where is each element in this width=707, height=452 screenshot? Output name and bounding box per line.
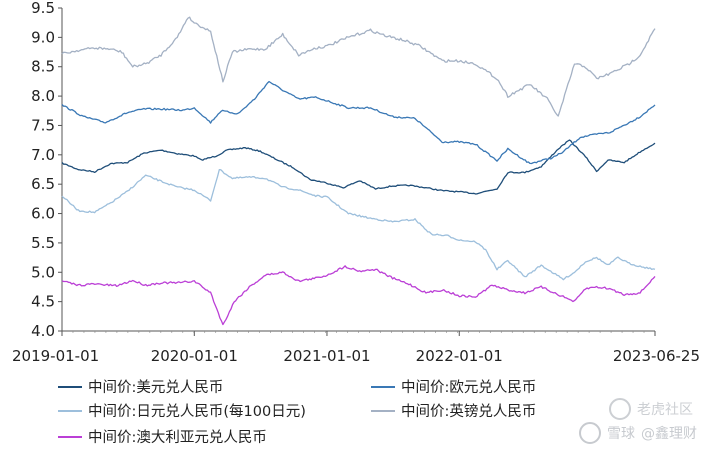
legend-swatch-jpy (58, 409, 82, 412)
watermark-xueqiu-text: 雪球 (607, 426, 635, 442)
y-tick-label: 6.5 (31, 175, 55, 193)
y-tick-label: 4.0 (31, 322, 55, 340)
y-tick-label: 5.5 (31, 234, 55, 252)
y-tick-label: 9.5 (31, 0, 55, 17)
line-chart: 4.0 4.5 5.0 5.5 6.0 6.5 7.0 7.5 8.0 8.5 9.0 9.5 201… (12, 0, 700, 365)
legend-item-aud: 中间价:澳大利亚元兑人民币 (58, 426, 267, 447)
y-tick-label: 6.0 (31, 205, 55, 223)
series-group (61, 16, 656, 326)
x-tick-label: 2019-01-01 (12, 347, 99, 365)
series-line-3 (61, 16, 656, 117)
legend-swatch-usd (58, 385, 82, 388)
watermark-laohu-text: 老虎社区 (637, 402, 693, 418)
x-tick-label: 2021-01-01 (283, 347, 370, 365)
y-tick-label: 8.0 (31, 87, 55, 105)
legend-label-eur: 中间价:欧元兑人民币 (401, 380, 537, 396)
x-tick-label: 2023-06-25 (613, 347, 700, 365)
x-axis: 2019-01-01 2020-01-01 2021-01-01 2022-01-01… (12, 330, 700, 365)
series-line-2 (61, 168, 656, 281)
series-line-0 (61, 139, 656, 195)
watermark-laohu: 老虎社区 (609, 398, 693, 420)
legend-item-jpy: 中间价:日元兑人民币(每100日元) (58, 400, 306, 421)
y-tick-label: 7.5 (31, 116, 55, 134)
watermark-account-text: @鑫理财 (641, 426, 697, 442)
watermark-xueqiu: 雪球 @鑫理财 (579, 422, 697, 444)
legend-swatch-gbp (371, 409, 395, 412)
legend-swatch-aud (58, 435, 82, 438)
legend-label-jpy: 中间价:日元兑人民币(每100日元) (88, 404, 306, 420)
legend-item-gbp: 中间价:英镑兑人民币 (371, 400, 536, 421)
legend-label-usd: 中间价:美元兑人民币 (88, 380, 224, 396)
legend-item-eur: 中间价:欧元兑人民币 (371, 376, 536, 397)
legend-item-usd: 中间价:美元兑人民币 (58, 376, 223, 397)
x-tick-label: 2020-01-01 (151, 347, 238, 365)
legend-label-aud: 中间价:澳大利亚元兑人民币 (88, 430, 267, 446)
y-tick-label: 7.0 (31, 146, 55, 164)
y-tick-label: 9.0 (31, 28, 55, 46)
y-tick-label: 5.0 (31, 263, 55, 281)
y-tick-label: 4.5 (31, 293, 55, 311)
y-tick-label: 8.5 (31, 58, 55, 76)
x-tick-label: 2022-01-01 (416, 347, 503, 365)
series-line-4 (61, 265, 656, 326)
series-line-1 (61, 80, 656, 165)
legend-label-gbp: 中间价:英镑兑人民币 (401, 404, 537, 420)
tiger-logo-icon (609, 398, 631, 420)
y-axis: 4.0 4.5 5.0 5.5 6.0 6.5 7.0 7.5 8.0 8.5 9.0 9.5 (31, 0, 63, 340)
snowball-logo-icon (579, 422, 601, 444)
legend-swatch-eur (371, 385, 395, 388)
